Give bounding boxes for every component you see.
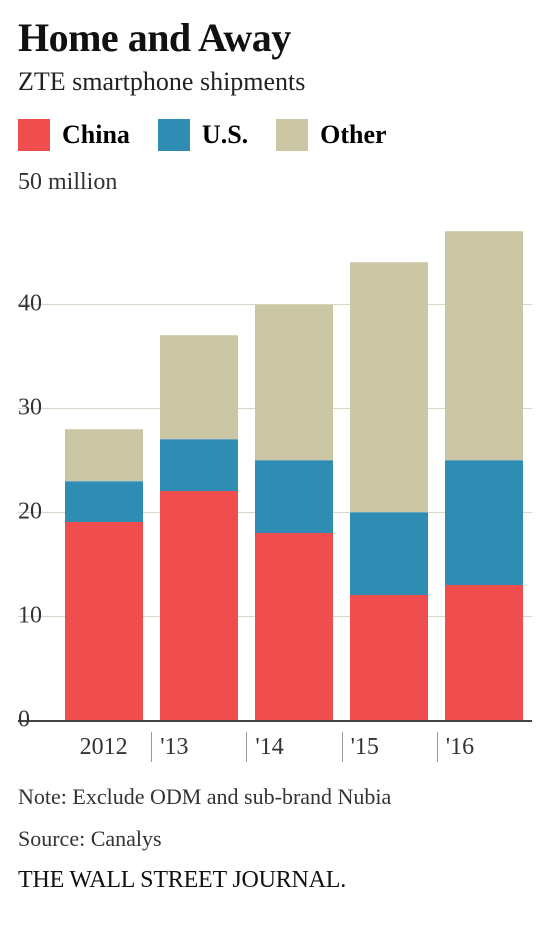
bar-segment — [445, 231, 523, 460]
legend-item: U.S. — [158, 119, 248, 151]
bar-segment — [350, 595, 428, 720]
legend-label: U.S. — [202, 120, 248, 150]
legend-label: China — [62, 120, 130, 150]
bar — [350, 262, 428, 720]
x-tick-separator — [151, 732, 152, 762]
bar-segment — [445, 585, 523, 720]
x-tick-separator — [437, 732, 438, 762]
x-tick-label: '13 — [160, 734, 188, 761]
legend-label: Other — [320, 120, 386, 150]
bar-segment — [160, 439, 238, 491]
y-tick-label: 40 — [18, 291, 42, 318]
x-tick-separator — [342, 732, 343, 762]
bar — [255, 304, 333, 720]
bar — [160, 335, 238, 720]
bar-segment — [255, 533, 333, 720]
y-tick-label: 10 — [18, 603, 42, 630]
legend-swatch — [276, 119, 308, 151]
legend-swatch — [158, 119, 190, 151]
x-tick-label: '15 — [351, 734, 379, 761]
bar-segment — [65, 429, 143, 481]
x-tick: '16 — [437, 724, 532, 770]
chart-source: Source: Canalys — [18, 824, 532, 854]
legend-swatch — [18, 119, 50, 151]
x-tick: '15 — [342, 724, 437, 770]
chart-note: Note: Exclude ODM and sub-brand Nubia — [18, 782, 532, 812]
bar-segment — [160, 335, 238, 439]
chart-plot: 0 10 20 30 40 2012 '13 '14 '15 '16 — [18, 200, 532, 770]
chart-title: Home and Away — [18, 14, 532, 61]
gridline — [18, 720, 532, 722]
x-tick: 2012 — [56, 724, 151, 770]
x-tick: '14 — [246, 724, 341, 770]
bar — [445, 231, 523, 720]
x-tick: '13 — [151, 724, 246, 770]
y-tick-label: 30 — [18, 395, 42, 422]
bar-segment — [350, 512, 428, 595]
bars-container — [56, 200, 532, 720]
bar-segment — [255, 304, 333, 460]
bar — [65, 429, 143, 720]
y-tick-label: 20 — [18, 499, 42, 526]
bar-segment — [65, 481, 143, 523]
x-tick-label: '14 — [255, 734, 283, 761]
y-unit-label: 50 million — [18, 169, 532, 196]
chart-card: Home and Away ZTE smartphone shipments C… — [0, 0, 550, 904]
bar-segment — [65, 522, 143, 720]
x-axis: 2012 '13 '14 '15 '16 — [56, 724, 532, 770]
x-tick-separator — [246, 732, 247, 762]
publisher-brand: THE WALL STREET JOURNAL. — [18, 867, 532, 894]
x-tick-label: '16 — [446, 734, 474, 761]
x-tick-label: 2012 — [80, 734, 128, 761]
legend-item: China — [18, 119, 130, 151]
chart-subtitle: ZTE smartphone shipments — [18, 67, 532, 97]
bar-segment — [160, 491, 238, 720]
y-tick-label: 0 — [18, 707, 30, 734]
bar-segment — [255, 460, 333, 533]
bar-segment — [445, 460, 523, 585]
legend: China U.S. Other — [18, 119, 532, 151]
bar-segment — [350, 262, 428, 512]
legend-item: Other — [276, 119, 386, 151]
